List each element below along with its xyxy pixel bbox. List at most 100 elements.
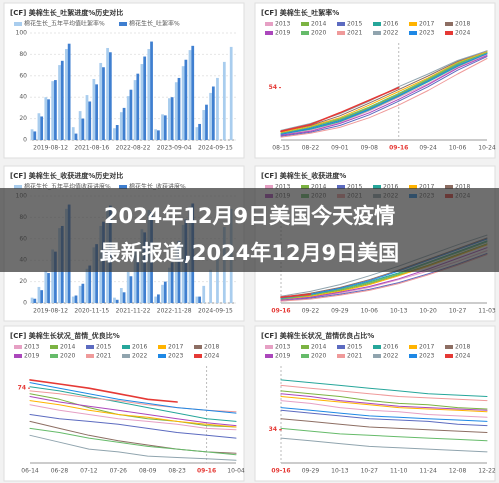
x-tick-label: 08-23 [168, 468, 186, 475]
bar [191, 45, 195, 141]
bar [195, 127, 199, 140]
x-tick-label: 08-22 [302, 145, 320, 152]
x-tick-label: 10-04 [227, 468, 245, 475]
legend-label: 2022 [383, 353, 398, 360]
legend-label: 2013 [24, 344, 39, 351]
bar [163, 281, 167, 303]
x-tick-label: 10-27 [361, 468, 379, 475]
bar [133, 250, 137, 303]
x-tick-label: 06-28 [51, 468, 69, 475]
series-line [280, 418, 488, 433]
bar [95, 244, 98, 303]
x-tick-label: 09-29 [331, 308, 349, 315]
bar [37, 286, 41, 303]
bar [133, 80, 137, 140]
bar [202, 285, 206, 303]
legend-swatch [445, 354, 453, 358]
legend-swatch [14, 22, 22, 26]
legend-swatch [50, 345, 58, 349]
bar [126, 96, 130, 140]
x-tick-label: 09-16 [271, 308, 290, 315]
bar [136, 254, 140, 303]
bar [54, 80, 57, 140]
bar [216, 248, 219, 303]
x-tick-label: 08-15 [272, 145, 290, 152]
bar [37, 113, 41, 140]
bar [154, 129, 158, 140]
bar [95, 84, 98, 140]
x-tick-label: 2024-09-15 [198, 145, 233, 152]
bar [154, 296, 158, 303]
legend-label: 棉花生长_吐絮率% [129, 20, 180, 28]
series-line [29, 404, 237, 431]
series-line [280, 53, 488, 135]
legend-swatch [337, 31, 345, 35]
bar [195, 296, 199, 303]
legend-label: 2015 [347, 184, 362, 191]
legend-swatch [301, 354, 309, 358]
legend-label: 2013 [275, 344, 290, 351]
legend-swatch [119, 22, 127, 26]
legend-swatch [337, 345, 345, 349]
series-line [280, 58, 488, 138]
series-line [29, 379, 178, 403]
legend-swatch [14, 345, 22, 349]
x-tick-label: 09-16 [197, 468, 216, 475]
legend-label: 2021 [347, 30, 362, 37]
x-tick-label: 2021-08-16 [74, 145, 109, 152]
series-line [29, 382, 237, 414]
bar [88, 101, 92, 140]
bar [47, 99, 50, 140]
y-tick-label: 40 [19, 94, 27, 101]
banner-text: 2024年12月9日美国今天疫情 [104, 204, 395, 228]
series-line [29, 427, 237, 456]
x-tick-label: 08-09 [139, 468, 157, 475]
legend-swatch [409, 31, 417, 35]
series-line [29, 393, 237, 428]
bar [163, 115, 167, 140]
bar [122, 107, 126, 140]
bar [74, 295, 78, 303]
legend-swatch [445, 185, 453, 189]
series-line [280, 50, 488, 132]
marker-label: 74 [18, 385, 26, 392]
bar [198, 296, 201, 303]
series-line [280, 293, 312, 298]
legend-swatch [122, 345, 130, 349]
bar [147, 49, 151, 140]
bar [205, 104, 208, 140]
series-line [29, 386, 237, 422]
bar [102, 67, 105, 140]
legend-swatch [337, 354, 345, 358]
x-tick-label: 06-14 [21, 468, 39, 475]
legend-label: 2016 [383, 21, 398, 28]
legend-swatch [409, 22, 417, 26]
bar [161, 114, 164, 140]
legend-label: 2021 [96, 353, 111, 360]
legend-label: 2017 [168, 344, 183, 351]
series-line [280, 52, 488, 134]
y-tick-label: 0 [23, 137, 27, 144]
bar [170, 97, 174, 140]
bar [143, 56, 147, 140]
legend-label: 2016 [132, 344, 147, 351]
bar [202, 110, 206, 140]
bar [44, 270, 48, 303]
x-tick-label: 2019-08-12 [33, 145, 68, 152]
bar [71, 127, 75, 140]
bar [140, 64, 144, 140]
bar [211, 86, 215, 140]
series-line [280, 55, 488, 136]
x-tick-label: 10-27 [449, 308, 467, 315]
legend-label: 2022 [383, 30, 398, 37]
bar [181, 66, 185, 140]
legend-label: 2018 [455, 344, 470, 351]
legend-label: 2018 [455, 184, 470, 191]
bar [33, 131, 37, 140]
series-line [280, 393, 488, 411]
legend-label: 2018 [455, 21, 470, 28]
series-line [280, 400, 488, 418]
x-tick-label: 2020-11-15 [74, 308, 109, 315]
bar [30, 297, 34, 303]
bar [198, 123, 201, 140]
